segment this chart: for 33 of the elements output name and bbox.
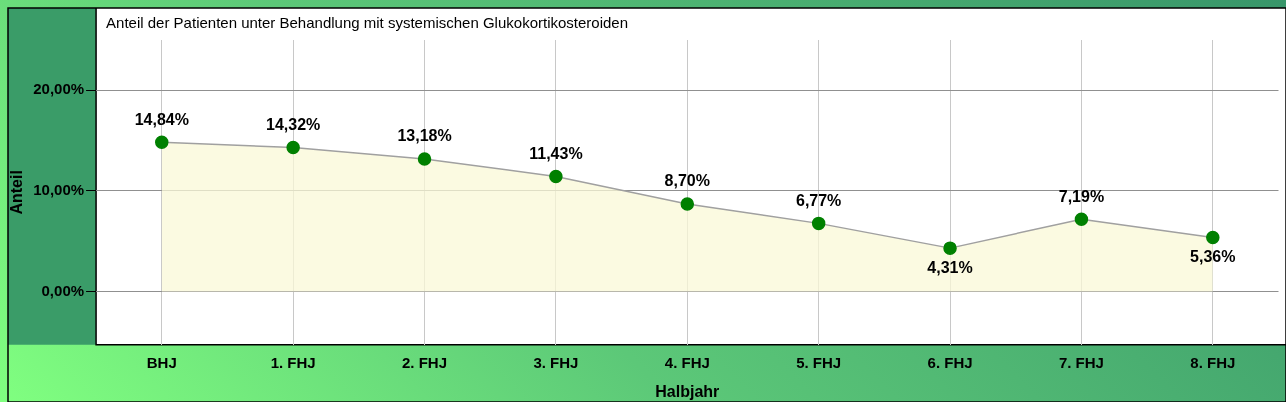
x-tick-label: 1. FHJ [270, 353, 316, 371]
text: 14,32% [266, 115, 321, 133]
y-tick-label: 0,00% [41, 281, 85, 299]
x-tick-label: 5. FHJ [796, 353, 842, 371]
point [1206, 230, 1220, 245]
text: 4,31% [927, 258, 973, 276]
text: 8,70% [664, 172, 710, 190]
text: 6,77% [795, 191, 842, 209]
point [680, 197, 695, 211]
text: 11,43% [529, 144, 583, 162]
y-tick-label: 20,00% [33, 80, 85, 98]
point [549, 169, 563, 184]
y-axis-title: Anteil [8, 170, 26, 215]
x-tick-label: 2. FHJ [402, 353, 448, 371]
text: 14,84% [134, 110, 189, 128]
x-tick-label: BHJ [146, 353, 177, 371]
x-tick-label: 6. FHJ [927, 353, 973, 371]
point [1074, 212, 1089, 226]
text: 5,36% [1190, 247, 1236, 265]
x-axis-title: Halbjahr [655, 382, 720, 400]
x-tick-label: 8. FHJ [1190, 353, 1236, 371]
point [811, 216, 826, 231]
point [286, 140, 300, 155]
y-tick-label: 10,00% [33, 181, 85, 199]
x-tick-label: 7. FHJ [1058, 353, 1104, 371]
point [943, 241, 957, 255]
text: 13,18% [397, 127, 452, 145]
text: 7,19% [1058, 187, 1105, 205]
point [155, 135, 169, 149]
point [417, 152, 432, 166]
x-tick-label: 3. FHJ [533, 353, 579, 371]
chart-title: Anteil der Patienten unter Behandlung mit systemischen Glukokortikosteroiden [106, 14, 629, 32]
x-tick-label: 4. FHJ [664, 353, 710, 371]
